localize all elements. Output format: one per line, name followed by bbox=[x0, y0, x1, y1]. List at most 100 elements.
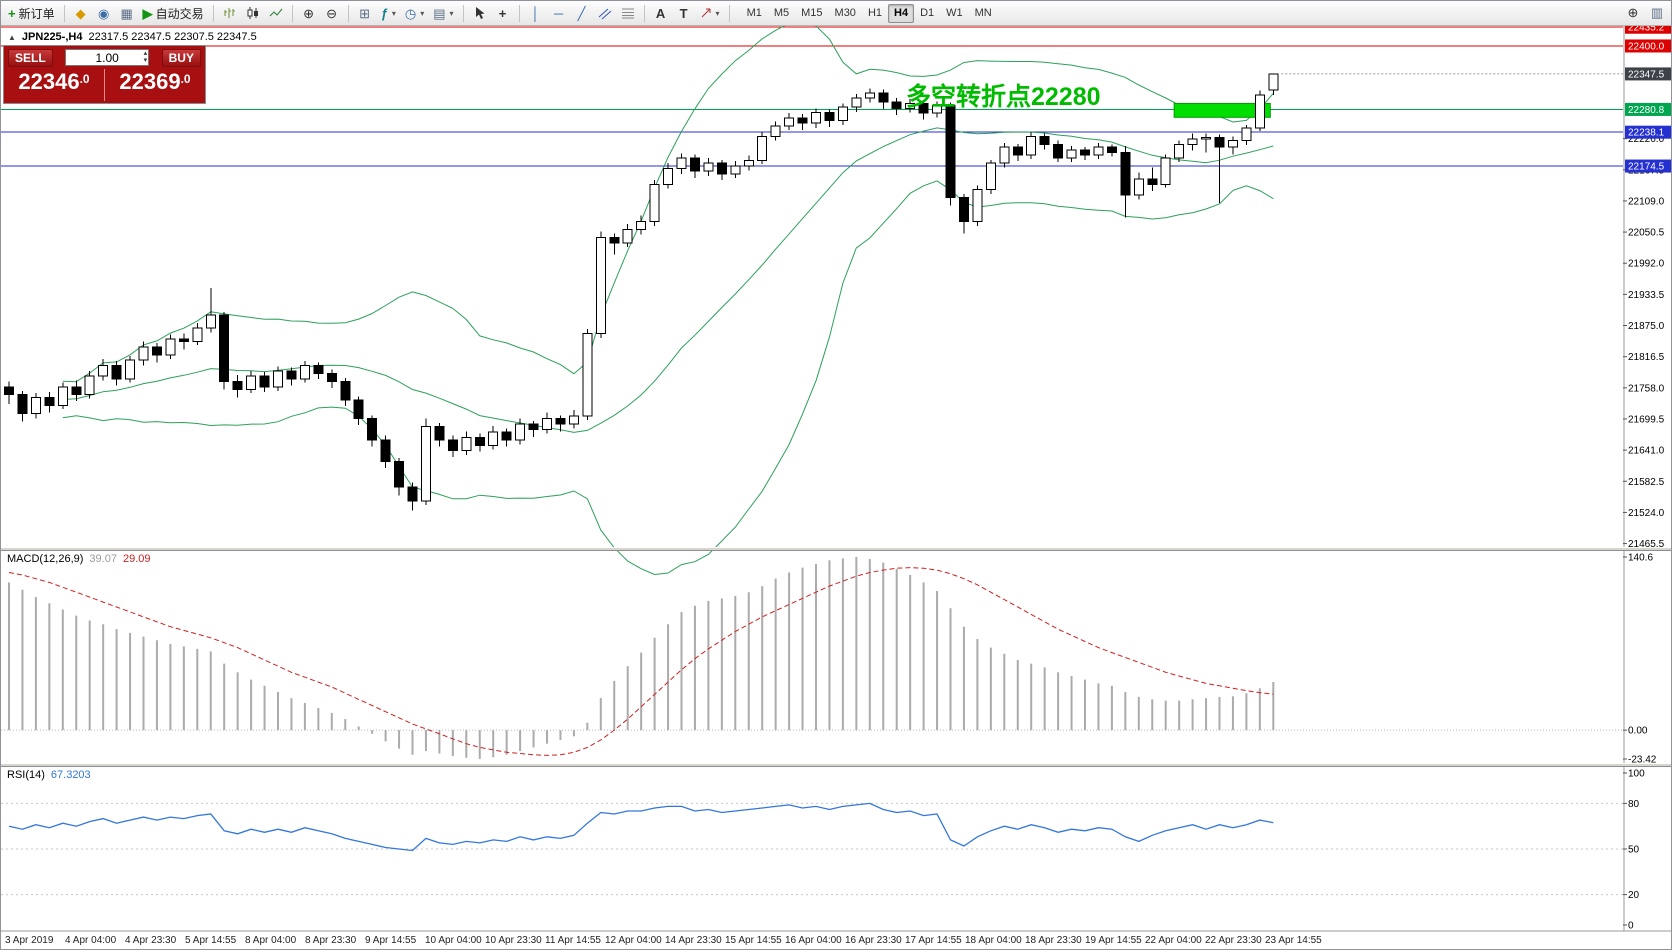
price-tick-label: 21641.0 bbox=[1628, 446, 1665, 457]
candle-body bbox=[824, 112, 835, 122]
time-label: 16 Apr 04:00 bbox=[785, 935, 842, 946]
buy-price-decimal: .0 bbox=[180, 72, 191, 86]
candle-body bbox=[932, 105, 943, 114]
rsi-panel-divider[interactable] bbox=[1, 763, 1672, 767]
bar-chart-button[interactable] bbox=[219, 3, 241, 24]
arrow-object-icon bbox=[701, 8, 711, 18]
candle-body bbox=[4, 386, 14, 396]
text-label-button[interactable]: T bbox=[673, 3, 695, 24]
candle-body bbox=[30, 396, 41, 414]
macd-panel-divider[interactable] bbox=[1, 547, 1672, 551]
line-chart-button[interactable] bbox=[265, 3, 287, 24]
cursor-button[interactable] bbox=[469, 3, 491, 24]
indicators-button[interactable]: ƒ ▾ bbox=[377, 3, 400, 24]
candlestick-series bbox=[4, 73, 1279, 511]
candle-body bbox=[851, 97, 862, 108]
candle-body bbox=[1214, 137, 1225, 148]
navigator-button[interactable]: ◉ bbox=[93, 3, 115, 24]
svg-text:22238.1: 22238.1 bbox=[1628, 128, 1665, 139]
volume-increase-button[interactable]: ▴ bbox=[143, 50, 148, 57]
price-tick-label: 21758.0 bbox=[1628, 383, 1665, 394]
zoom-in-button[interactable]: ⊕ bbox=[298, 3, 320, 24]
time-label: 4 Apr 04:00 bbox=[65, 935, 117, 946]
annotation-text[interactable]: 多空转折点22280 bbox=[906, 82, 1101, 111]
fibonacci-button[interactable] bbox=[617, 3, 639, 24]
candle-body bbox=[1254, 94, 1265, 129]
candle-body bbox=[811, 112, 821, 124]
vertical-line-button[interactable]: │ bbox=[525, 3, 547, 24]
candle-body bbox=[1241, 127, 1252, 142]
channel-button[interactable] bbox=[594, 3, 616, 24]
candle-body bbox=[542, 418, 552, 430]
price-tick-label: 21933.5 bbox=[1628, 290, 1665, 301]
buy-button[interactable]: BUY bbox=[161, 48, 201, 67]
candle-body bbox=[757, 135, 768, 161]
zoom-out-button[interactable]: ⊖ bbox=[321, 3, 343, 24]
macd-signal-line bbox=[8, 567, 1274, 756]
svg-text:22435.2: 22435.2 bbox=[1628, 23, 1665, 34]
svg-text:22174.5: 22174.5 bbox=[1628, 162, 1665, 173]
timeframe-h4[interactable]: H4 bbox=[888, 3, 915, 23]
candlestick-chart-button[interactable] bbox=[242, 3, 264, 24]
horizontal-line-button[interactable]: ─ bbox=[548, 3, 570, 24]
volume-decrease-button[interactable]: ▾ bbox=[143, 57, 148, 64]
timeframe-m30[interactable]: M30 bbox=[834, 7, 856, 19]
candle-body bbox=[299, 364, 310, 380]
candle-body bbox=[246, 375, 257, 390]
templates-button[interactable]: ▤ ▾ bbox=[429, 3, 457, 24]
terminal-icon: ▦ bbox=[120, 5, 133, 21]
candle-body bbox=[380, 439, 391, 462]
sell-button[interactable]: SELL bbox=[8, 48, 53, 67]
timeframe-d1[interactable]: D1 bbox=[920, 7, 935, 19]
candle-body bbox=[1268, 73, 1279, 91]
timeframe-mn[interactable]: MN bbox=[974, 7, 992, 19]
candle-body bbox=[151, 346, 162, 356]
sell-price[interactable]: 22346 .0 bbox=[4, 69, 104, 101]
fibonacci-icon bbox=[621, 8, 634, 19]
terminal-button[interactable]: ▦ bbox=[116, 3, 138, 24]
horizontal-level-lines[interactable] bbox=[1, 26, 1623, 167]
time-axis[interactable]: 3 Apr 2019 4 Apr 04:00 4 Apr 23:30 5 Apr 14… bbox=[5, 935, 1322, 946]
autotrading-button[interactable]: ▶ 自动交易 bbox=[139, 3, 208, 24]
buy-price[interactable]: 22369 .0 bbox=[104, 69, 205, 101]
popup-chart-button[interactable]: ▥ bbox=[1646, 2, 1668, 23]
vertical-line-icon: │ bbox=[531, 5, 540, 21]
crosshair-button[interactable]: + bbox=[492, 3, 514, 24]
time-label: 10 Apr 04:00 bbox=[425, 935, 482, 946]
timeframe-w1[interactable]: W1 bbox=[946, 7, 963, 19]
periods-button[interactable]: ◷ ▾ bbox=[401, 3, 428, 24]
candle-body bbox=[326, 372, 337, 382]
macd-scale-label: 140.6 bbox=[1628, 553, 1653, 564]
candle-body bbox=[84, 375, 95, 396]
timeframe-m15[interactable]: M15 bbox=[801, 7, 823, 19]
timeframe-h1[interactable]: H1 bbox=[867, 7, 882, 19]
ohlc-readout: 22317.5 22347.5 22307.5 22347.5 bbox=[88, 31, 257, 43]
svg-text:22400.0: 22400.0 bbox=[1628, 41, 1665, 52]
macd-value-main: 39.07 bbox=[89, 553, 117, 565]
zoom-axis-button[interactable]: ⊕ bbox=[1622, 2, 1644, 23]
candle-body bbox=[138, 346, 149, 361]
timeframe-m1[interactable]: M1 bbox=[746, 7, 762, 19]
macd-name: MACD(12,26,9) bbox=[7, 553, 84, 565]
toolbar-separator bbox=[63, 4, 65, 22]
arrows-button[interactable]: ▾ bbox=[696, 3, 724, 24]
new-order-icon: + bbox=[8, 5, 16, 21]
horizontal-line-icon: ─ bbox=[553, 5, 564, 21]
candle-body bbox=[57, 386, 68, 406]
text-button[interactable]: A bbox=[650, 3, 672, 24]
volume-input[interactable]: 1.00 ▴ ▾ bbox=[65, 49, 150, 66]
candle-body bbox=[985, 162, 996, 191]
rectangle-object[interactable] bbox=[1173, 102, 1271, 118]
timeframe-m5[interactable]: M5 bbox=[773, 7, 790, 19]
collapse-panel-icon[interactable]: ▲ bbox=[8, 32, 16, 42]
rsi-scale-label: 100 bbox=[1628, 769, 1645, 780]
time-label: 22 Apr 23:30 bbox=[1205, 935, 1262, 946]
rsi-indicator-label: RSI(14) 67.3203 bbox=[7, 769, 91, 781]
market-watch-button[interactable]: ◆ bbox=[70, 3, 92, 24]
candle-body bbox=[165, 338, 176, 356]
trendline-button[interactable]: ╱ bbox=[571, 3, 593, 24]
new-order-button[interactable]: + 新订单 bbox=[4, 3, 59, 24]
toolbar: + 新订单 ◆ ◉ ▦ ▶ 自动交易 bbox=[1, 1, 1671, 26]
tile-windows-button[interactable]: ⊞ bbox=[354, 3, 376, 24]
